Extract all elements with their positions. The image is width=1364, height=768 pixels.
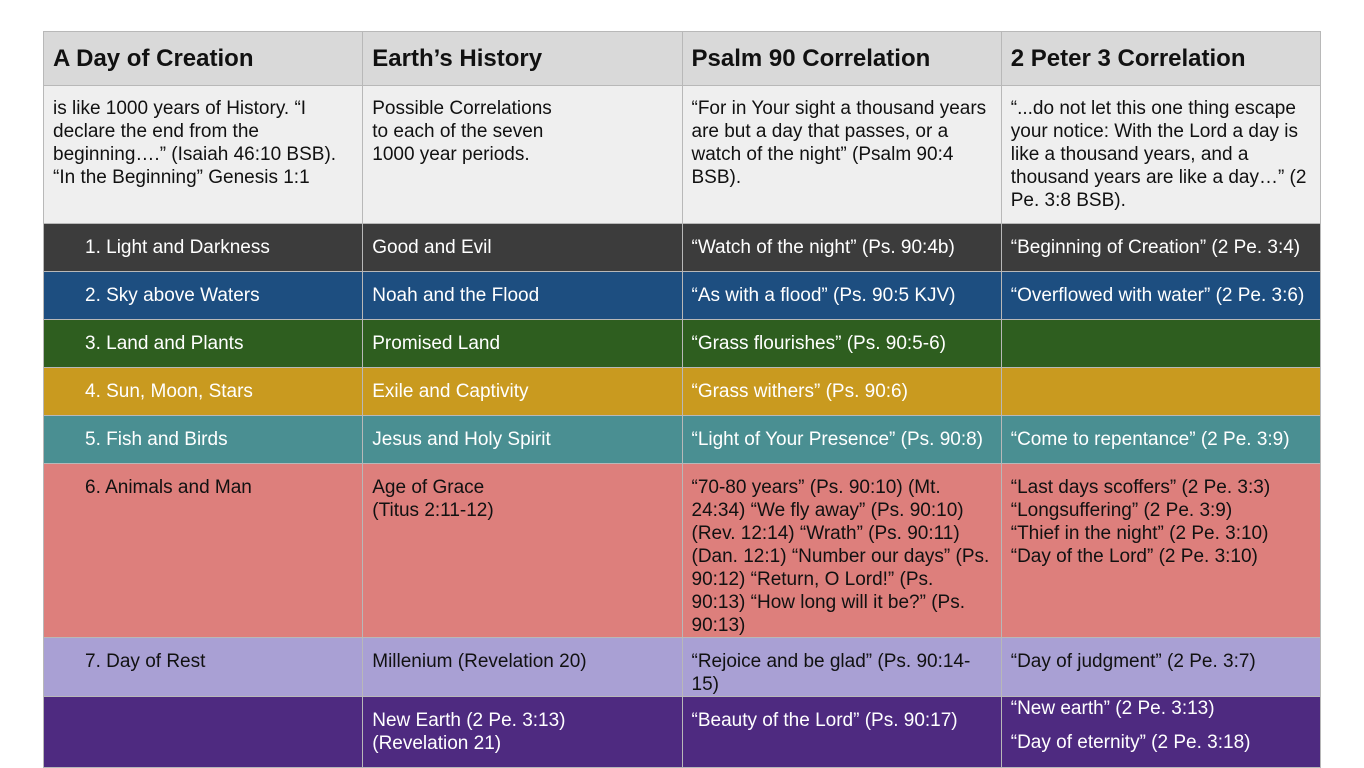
table-cell: Age of Grace (Titus 2:11-12)	[362, 463, 683, 638]
cell-line: (Revelation 21)	[372, 733, 502, 754]
table-body: is like 1000 years of History. “I declar…	[42, 85, 1322, 768]
header-cell: Psalm 90 Correlation	[681, 31, 1002, 86]
table-cell: “Rejoice and be glad” (Ps. 90:14-15)	[681, 637, 1002, 697]
table-cell: “As with a flood” (Ps. 90:5 KJV)	[681, 271, 1002, 320]
table-cell: 4. Sun, Moon, Stars	[42, 367, 364, 416]
cell-line: “Last days scoffers” (2 Pe. 3:3)	[1010, 477, 1271, 498]
table-cell: 6. Animals and Man	[42, 463, 364, 638]
table-cell: “Beauty of the Lord” (Ps. 90:17)	[681, 696, 1002, 768]
table-cell: “New earth” (2 Pe. 3:13) “Day of eternity…	[1000, 696, 1322, 768]
table-row: 7. Day of Rest Millenium (Revelation 20) “…	[42, 637, 1322, 697]
cell-line: “Day of the Lord” (2 Pe. 3:10)	[1010, 546, 1258, 567]
table-row: 3. Land and Plants Promised Land “Grass fl…	[42, 319, 1322, 368]
table-cell: Possible Correlations to each of the seve…	[362, 85, 683, 224]
header-cell: 2 Peter 3 Correlation	[1000, 31, 1322, 86]
table-cell: “Beginning of Creation” (2 Pe. 3:4)	[1000, 223, 1322, 272]
table-cell	[1000, 319, 1322, 368]
table-row: 6. Animals and Man Age of Grace (Titus 2:1…	[42, 463, 1322, 638]
table-cell: “Come to repentance” (2 Pe. 3:9)	[1000, 415, 1322, 464]
table-cell: Promised Land	[362, 319, 683, 368]
table-cell	[42, 696, 364, 768]
table-row: 4. Sun, Moon, Stars Exile and Captivity “G…	[42, 367, 1322, 416]
table-cell: 5. Fish and Birds	[42, 415, 364, 464]
table-cell: Millenium (Revelation 20)	[362, 637, 683, 697]
cell-line: 1000 year periods.	[372, 144, 530, 165]
table-cell: “Last days scoffers” (2 Pe. 3:3) “Longsuf…	[1000, 463, 1322, 638]
table-row: 1. Light and Darkness Good and Evil “Watch…	[42, 223, 1322, 272]
cell-line: (Titus 2:11-12)	[372, 500, 494, 521]
cell-line: “Thief in the night” (2 Pe. 3:10)	[1010, 523, 1269, 544]
table-cell: “Grass withers” (Ps. 90:6)	[681, 367, 1002, 416]
table-row: 2. Sky above Waters Noah and the Flood “As…	[42, 271, 1322, 320]
correlation-table: A Day of Creation Earth’s History Psalm 90…	[42, 31, 1322, 768]
cell-line: “New earth” (2 Pe. 3:13)	[1010, 698, 1215, 719]
table-cell: “Overflowed with water” (2 Pe. 3:6)	[1000, 271, 1322, 320]
table-cell: “Watch of the night” (Ps. 90:4b)	[681, 223, 1002, 272]
table-cell: 1. Light and Darkness	[42, 223, 364, 272]
header-cell: A Day of Creation	[42, 31, 364, 86]
table-cell: Good and Evil	[362, 223, 683, 272]
table-cell: New Earth (2 Pe. 3:13) (Revelation 21)	[362, 696, 683, 768]
header-row: A Day of Creation Earth’s History Psalm 90…	[42, 31, 1322, 86]
cell-line: to each of the seven	[372, 121, 544, 142]
table-cell: “Light of Your Presence” (Ps. 90:8)	[681, 415, 1002, 464]
cell-line: Age of Grace	[372, 477, 485, 498]
table-cell: “Grass flourishes” (Ps. 90:5-6)	[681, 319, 1002, 368]
table-cell: “...do not let this one thing escape you…	[1000, 85, 1322, 224]
table-cell: 2. Sky above Waters	[42, 271, 364, 320]
cell-line: “Day of eternity” (2 Pe. 3:18)	[1010, 732, 1251, 753]
header-cell: Earth’s History	[362, 31, 683, 86]
cell-line: New Earth (2 Pe. 3:13)	[372, 710, 566, 731]
table-cell: 3. Land and Plants	[42, 319, 364, 368]
table-cell: 7. Day of Rest	[42, 637, 364, 697]
table-row: 5. Fish and Birds Jesus and Holy Spirit “L…	[42, 415, 1322, 464]
table-cell: is like 1000 years of History. “I declar…	[42, 85, 364, 224]
table-row: is like 1000 years of History. “I declar…	[42, 85, 1322, 224]
table-cell: “For in Your sight a thousand years are …	[681, 85, 1002, 224]
cell-line: “Longsuffering” (2 Pe. 3:9)	[1010, 500, 1233, 521]
table-row: New Earth (2 Pe. 3:13) (Revelation 21) “Be…	[42, 696, 1322, 768]
table-cell: Noah and the Flood	[362, 271, 683, 320]
table-cell: Jesus and Holy Spirit	[362, 415, 683, 464]
table-cell	[1000, 367, 1322, 416]
table-cell: “70-80 years” (Ps. 90:10) (Mt. 24:34) “W…	[681, 463, 1002, 638]
table-cell: Exile and Captivity	[362, 367, 683, 416]
table-cell: “Day of judgment” (2 Pe. 3:7)	[1000, 637, 1322, 697]
cell-line: Possible Correlations	[372, 98, 552, 119]
